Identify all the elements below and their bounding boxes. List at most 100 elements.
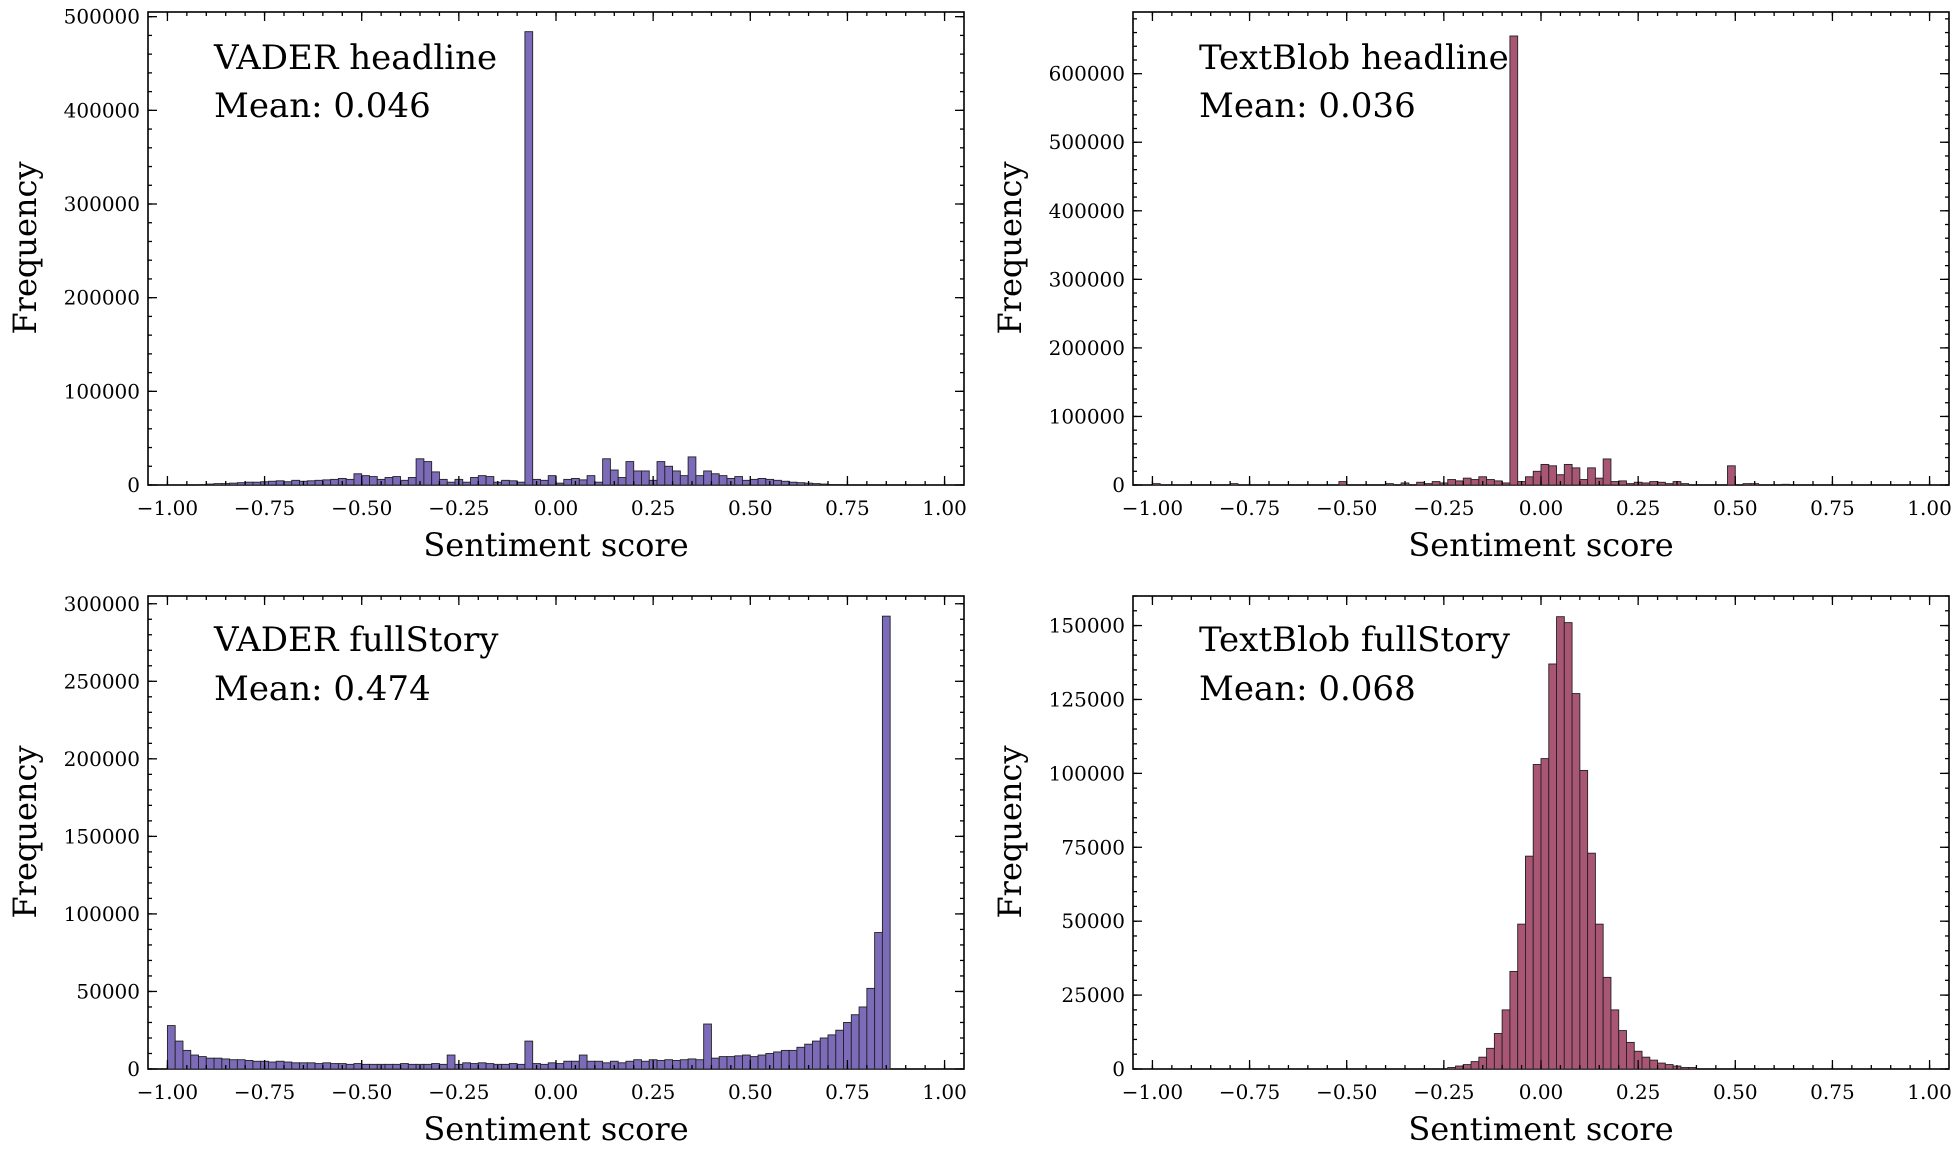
histogram-bar	[1742, 483, 1752, 486]
x-tick-label: 0.25	[1616, 496, 1661, 520]
histogram-bar	[1416, 481, 1425, 486]
annotation-label: TextBlob headline	[1199, 38, 1509, 78]
histogram-bar	[1610, 481, 1620, 486]
histogram-bar	[1618, 1030, 1627, 1070]
x-tick-label: 0.75	[1810, 1080, 1855, 1104]
histogram-bar	[1493, 1033, 1503, 1070]
histogram-bar	[477, 1062, 487, 1070]
histogram-bar	[827, 1034, 837, 1070]
x-tick-label: 0.50	[728, 496, 773, 520]
y-tick-label: 100000	[1049, 761, 1125, 785]
y-tick-label: 25000	[1061, 983, 1125, 1007]
histogram-bar	[1229, 483, 1239, 486]
y-tick-label: 400000	[64, 98, 140, 122]
histogram-bars	[1151, 35, 1791, 486]
histogram-bar	[229, 482, 238, 486]
histogram-bar	[1641, 482, 1651, 486]
histogram-bar	[1587, 467, 1596, 486]
y-tick-label: 300000	[64, 592, 140, 616]
histogram-bar	[407, 1063, 417, 1070]
histogram-bar	[687, 456, 697, 486]
x-tick-label: 0.50	[728, 1080, 773, 1104]
histogram-bar	[1338, 481, 1348, 486]
histogram-bar	[656, 1060, 666, 1070]
histogram-bar	[1431, 481, 1441, 486]
histogram-bar	[679, 1059, 689, 1070]
x-tick-label: 0.00	[1519, 496, 1564, 520]
histogram-bar	[1579, 769, 1589, 1070]
histogram-bar	[1649, 1059, 1659, 1070]
histogram-bar	[1657, 1062, 1666, 1070]
histogram-bar	[314, 1063, 324, 1070]
histogram-bar	[1610, 1009, 1620, 1070]
histogram-bar	[749, 1056, 759, 1070]
histogram-bar	[1727, 465, 1736, 486]
x-tick-label: −1.00	[137, 496, 198, 520]
histogram-bar	[788, 481, 798, 486]
y-tick-label: 400000	[1049, 199, 1125, 223]
histogram-bar	[353, 473, 363, 486]
histogram-bar	[866, 987, 876, 1070]
histogram-bar	[773, 1051, 782, 1070]
x-tick-label: −0.50	[331, 1080, 392, 1104]
histogram-bar	[252, 1060, 262, 1070]
panel-textblob-headline: −1.00 −0.75 −0.50 −0.25 0.00 0.25 0.50 0.75 1.00…	[991, 11, 1952, 564]
histogram-bar	[757, 477, 767, 486]
histogram-bar	[1470, 1061, 1480, 1070]
histogram-bar	[1447, 479, 1456, 486]
y-tick-label: 200000	[64, 286, 140, 310]
annotation-label: VADER fullStory	[213, 620, 499, 660]
histogram-bar	[633, 1059, 642, 1070]
x-tick-label: 0.00	[1519, 1080, 1564, 1104]
x-tick-label: 1.00	[1907, 496, 1952, 520]
mean-label: Mean: 0.036	[1199, 86, 1416, 126]
histogram-bar	[1548, 663, 1557, 1070]
y-tick-label: 125000	[1049, 687, 1125, 711]
x-tick-label: 0.50	[1713, 1080, 1758, 1104]
histogram-bar	[1571, 693, 1581, 1070]
histogram-bar	[236, 1059, 246, 1070]
histogram-bar	[780, 1049, 790, 1070]
x-ticks: −1.00 −0.75 −0.50 −0.25 0.00 0.25 0.50 0.75 1.00	[1122, 596, 1952, 1104]
histogram-bar	[438, 1063, 448, 1070]
y-axis-label: Frequency	[991, 745, 1029, 918]
histogram-bar	[796, 482, 806, 486]
x-tick-label: −0.50	[331, 496, 392, 520]
histogram-bar	[1455, 1065, 1464, 1070]
histogram-bar	[291, 1062, 300, 1070]
histogram-bar	[244, 1060, 254, 1070]
histogram-bar	[1587, 852, 1596, 1070]
y-tick-label: 150000	[64, 824, 140, 848]
panel-textblob-fullstory: −1.00 −0.75 −0.50 −0.25 0.00 0.25 0.50 0.75 1.00…	[991, 595, 1952, 1148]
histogram-bar	[361, 475, 370, 486]
histogram-bar	[710, 473, 720, 486]
x-axis-label: Sentiment score	[423, 1110, 688, 1148]
histogram-bar	[275, 480, 285, 486]
y-tick-label: 500000	[64, 5, 140, 29]
y-tick-label: 100000	[1049, 404, 1125, 428]
histogram-bars	[1447, 616, 1697, 1070]
histogram-bar	[1447, 1067, 1456, 1070]
histogram-bar	[835, 1029, 844, 1070]
histogram-bar	[1680, 1067, 1690, 1070]
histogram-bar	[524, 1040, 534, 1070]
histogram-bar	[501, 1063, 510, 1070]
histogram-bar	[1649, 481, 1659, 486]
histogram-bar	[1509, 35, 1519, 486]
y-tick-label: 0	[127, 473, 140, 497]
histogram-bar	[633, 470, 642, 486]
mean-label: Mean: 0.046	[214, 86, 431, 126]
histogram-bar	[431, 1063, 440, 1070]
y-ticks: 0 100000 200000 300000 400000 500000	[64, 5, 964, 497]
histogram-bar	[617, 1062, 627, 1070]
x-axis-label: Sentiment score	[423, 526, 688, 564]
histogram-bar	[283, 481, 293, 486]
y-tick-label: 50000	[1061, 909, 1125, 933]
histogram-bar	[213, 1057, 223, 1070]
annotation-label: VADER headline	[213, 38, 497, 78]
histogram-bar	[446, 1054, 456, 1070]
histogram-bar	[345, 1063, 355, 1070]
histogram-bar	[602, 1062, 611, 1070]
x-tick-label: 0.25	[631, 496, 676, 520]
x-tick-label: −0.25	[1413, 1080, 1474, 1104]
